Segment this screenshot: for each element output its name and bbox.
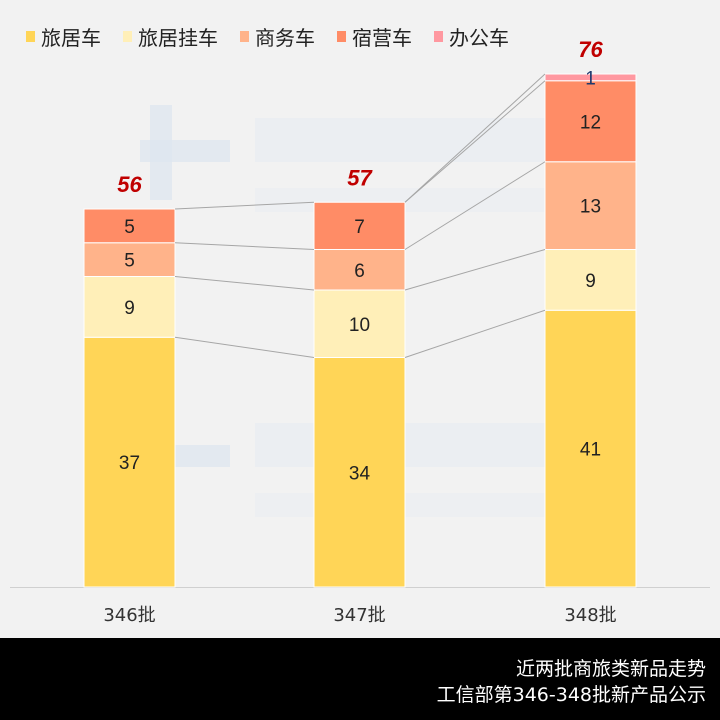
data-label: 5 — [124, 217, 135, 238]
series-connector-line — [174, 336, 315, 358]
series-connector-line — [404, 161, 546, 250]
legend-label: 宿营车 — [352, 26, 412, 50]
legend-swatch — [434, 31, 443, 42]
bar-segment — [83, 336, 176, 588]
legend-swatch — [123, 31, 132, 42]
watermark-title-mark — [255, 118, 575, 162]
watermark-logo — [140, 140, 230, 162]
legend-swatch — [240, 31, 249, 42]
stacked-bar-chart: 37 9 5 5 56 346批 34 10 6 7 57 347批 41 9 13 12 1 76 348批 — [10, 37, 710, 626]
total-label: 57 — [347, 165, 373, 190]
series-connector-line — [174, 201, 315, 210]
legend-item: 旅居车 — [26, 22, 101, 51]
bar-segment — [544, 73, 637, 82]
data-label: 9 — [124, 298, 135, 319]
legend-label: 旅居车 — [41, 26, 101, 50]
bar-segment — [544, 80, 637, 163]
total-label: 56 — [117, 172, 142, 197]
series-connector-line — [404, 249, 546, 291]
series-connector-line — [404, 80, 546, 203]
footer: 近两批商旅类新品走势 工信部第346-348批新产品公示 — [0, 638, 720, 720]
legend-label: 旅居挂车 — [138, 26, 218, 50]
bar-segment — [313, 357, 406, 588]
bar-segment — [544, 161, 637, 250]
bar-segment — [313, 289, 406, 358]
data-label: 7 — [354, 217, 365, 238]
x-tick-label: 346批 — [103, 605, 155, 626]
series-connector-line — [174, 276, 315, 291]
data-label: 37 — [119, 453, 140, 474]
footer-subtitle: 工信部第346-348批新产品公示 — [436, 684, 706, 706]
bar-segment — [83, 208, 176, 244]
legend-item: 宿营车 — [337, 22, 412, 51]
data-label: 41 — [580, 440, 601, 461]
legend-swatch — [26, 31, 35, 42]
bar-segment — [544, 309, 637, 588]
data-label: 1 — [585, 68, 596, 89]
watermark-subtitle-mark — [255, 493, 575, 517]
data-label: 6 — [354, 261, 365, 282]
watermark-subtitle-mark — [255, 188, 575, 212]
series-connector-line — [404, 73, 546, 203]
legend-label: 办公车 — [449, 26, 509, 50]
series-connector-line — [174, 242, 315, 250]
data-label: 9 — [585, 271, 596, 292]
data-label: 5 — [124, 251, 135, 272]
legend: 旅居车 旅居挂车 商务车 宿营车 办公车 — [26, 22, 531, 51]
series-connector-line — [404, 309, 546, 358]
bar-segment — [544, 249, 637, 311]
bar-segment — [313, 201, 406, 250]
legend-label: 商务车 — [255, 26, 315, 50]
watermark-title-mark — [255, 423, 575, 467]
data-label: 34 — [349, 463, 371, 484]
data-label: 12 — [580, 112, 601, 133]
legend-item: 商务车 — [240, 22, 315, 51]
data-label: 13 — [580, 197, 601, 218]
legend-item: 办公车 — [434, 22, 509, 51]
bar-segment — [313, 249, 406, 291]
legend-item: 旅居挂车 — [123, 22, 218, 51]
bar-segment — [83, 242, 176, 277]
data-label: 10 — [349, 315, 370, 336]
bar-segment — [83, 276, 176, 338]
legend-swatch — [337, 31, 346, 42]
x-tick-label: 347批 — [333, 605, 385, 626]
total-label: 76 — [578, 37, 603, 62]
x-tick-label: 348批 — [564, 605, 616, 626]
footer-title: 近两批商旅类新品走势 — [515, 658, 706, 680]
